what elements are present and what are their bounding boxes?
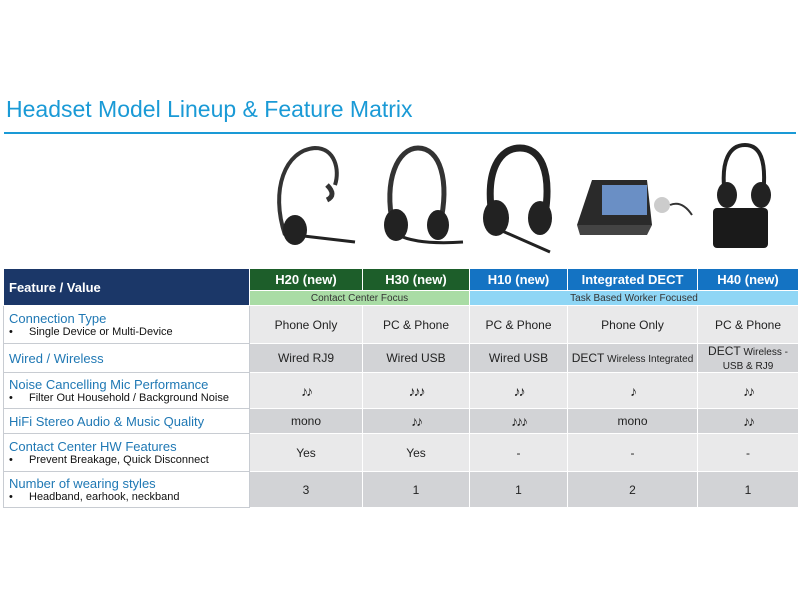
cell: PC & Phone <box>469 305 568 344</box>
cell: Yes <box>362 433 470 472</box>
table-row: Contact Center HW FeaturesPrevent Breaka… <box>3 433 799 472</box>
model-integrated-dect: Integrated DECT <box>567 268 698 291</box>
table-row: Number of wearing stylesHeadband, earhoo… <box>3 471 799 508</box>
cell: mono <box>249 408 363 434</box>
music-notes-icon: ♪♪♪ <box>362 372 470 409</box>
table-row: Noise Cancelling Mic PerformanceFilter O… <box>3 372 799 409</box>
cell: 3 <box>249 471 363 508</box>
music-notes-icon: ♪♪ <box>697 372 799 409</box>
row-label: Contact Center HW Features <box>9 439 177 454</box>
title-divider <box>4 132 796 134</box>
cell: - <box>697 433 799 472</box>
h30-headset-image <box>384 145 464 245</box>
cell: PC & Phone <box>362 305 470 344</box>
group-contact-center: Contact Center Focus <box>249 290 470 306</box>
model-h40: H40 (new) <box>697 268 799 291</box>
cell: Yes <box>249 433 363 472</box>
cell: DECT Wireless - USB & RJ9 <box>697 343 799 373</box>
model-h10: H10 (new) <box>469 268 568 291</box>
cell: Phone Only <box>249 305 363 344</box>
row-label: Noise Cancelling Mic Performance <box>9 377 209 392</box>
cell: - <box>469 433 568 472</box>
cell: PC & Phone <box>697 305 799 344</box>
cell: Wired RJ9 <box>249 343 363 373</box>
row-label: Connection Type <box>9 311 107 326</box>
table-row: Connection TypeSingle Device or Multi-De… <box>3 305 799 344</box>
page-title: Headset Model Lineup & Feature Matrix <box>6 96 413 122</box>
cell: 1 <box>362 471 470 508</box>
music-notes-icon: ♪ <box>567 372 698 409</box>
group-task-worker: Task Based Worker Focused <box>469 290 799 306</box>
feature-matrix-table: Feature / Value H20 (new) H30 (new) H10 … <box>3 268 799 508</box>
table-row: HiFi Stereo Audio & Music Quality mono ♪… <box>3 408 799 434</box>
music-notes-icon: ♪♪ <box>697 408 799 434</box>
cell: 1 <box>697 471 799 508</box>
row-sublabel: Headband, earhook, neckband <box>9 491 249 503</box>
music-notes-icon: ♪♪♪ <box>469 408 568 434</box>
music-notes-icon: ♪♪ <box>469 372 568 409</box>
music-notes-icon: ♪♪ <box>362 408 470 434</box>
cell: Wired USB <box>362 343 470 373</box>
h10-headset-image <box>483 144 552 254</box>
row-label: Number of wearing styles <box>9 476 156 491</box>
cell: Phone Only <box>567 305 698 344</box>
row-sublabel: Filter Out Household / Background Noise <box>9 392 249 404</box>
integrated-dect-phone-image <box>577 180 693 235</box>
model-h30: H30 (new) <box>362 268 470 291</box>
table-row: Wired / Wireless Wired RJ9 Wired USB Wir… <box>3 343 799 373</box>
row-sublabel: Single Device or Multi-Device <box>9 326 249 338</box>
h20-headset-image <box>277 145 356 245</box>
h40-headset-image <box>713 142 771 248</box>
row-label: Wired / Wireless <box>9 350 104 366</box>
music-notes-icon: ♪♪ <box>249 372 363 409</box>
cell: 1 <box>469 471 568 508</box>
cell: mono <box>567 408 698 434</box>
cell: - <box>567 433 698 472</box>
feature-value-header: Feature / Value <box>3 268 250 306</box>
cell: DECT Wireless Integrated <box>567 343 698 373</box>
cell: Wired USB <box>469 343 568 373</box>
model-h20: H20 (new) <box>249 268 363 291</box>
row-label: HiFi Stereo Audio & Music Quality <box>9 413 205 429</box>
row-sublabel: Prevent Breakage, Quick Disconnect <box>9 454 249 466</box>
cell: 2 <box>567 471 698 508</box>
